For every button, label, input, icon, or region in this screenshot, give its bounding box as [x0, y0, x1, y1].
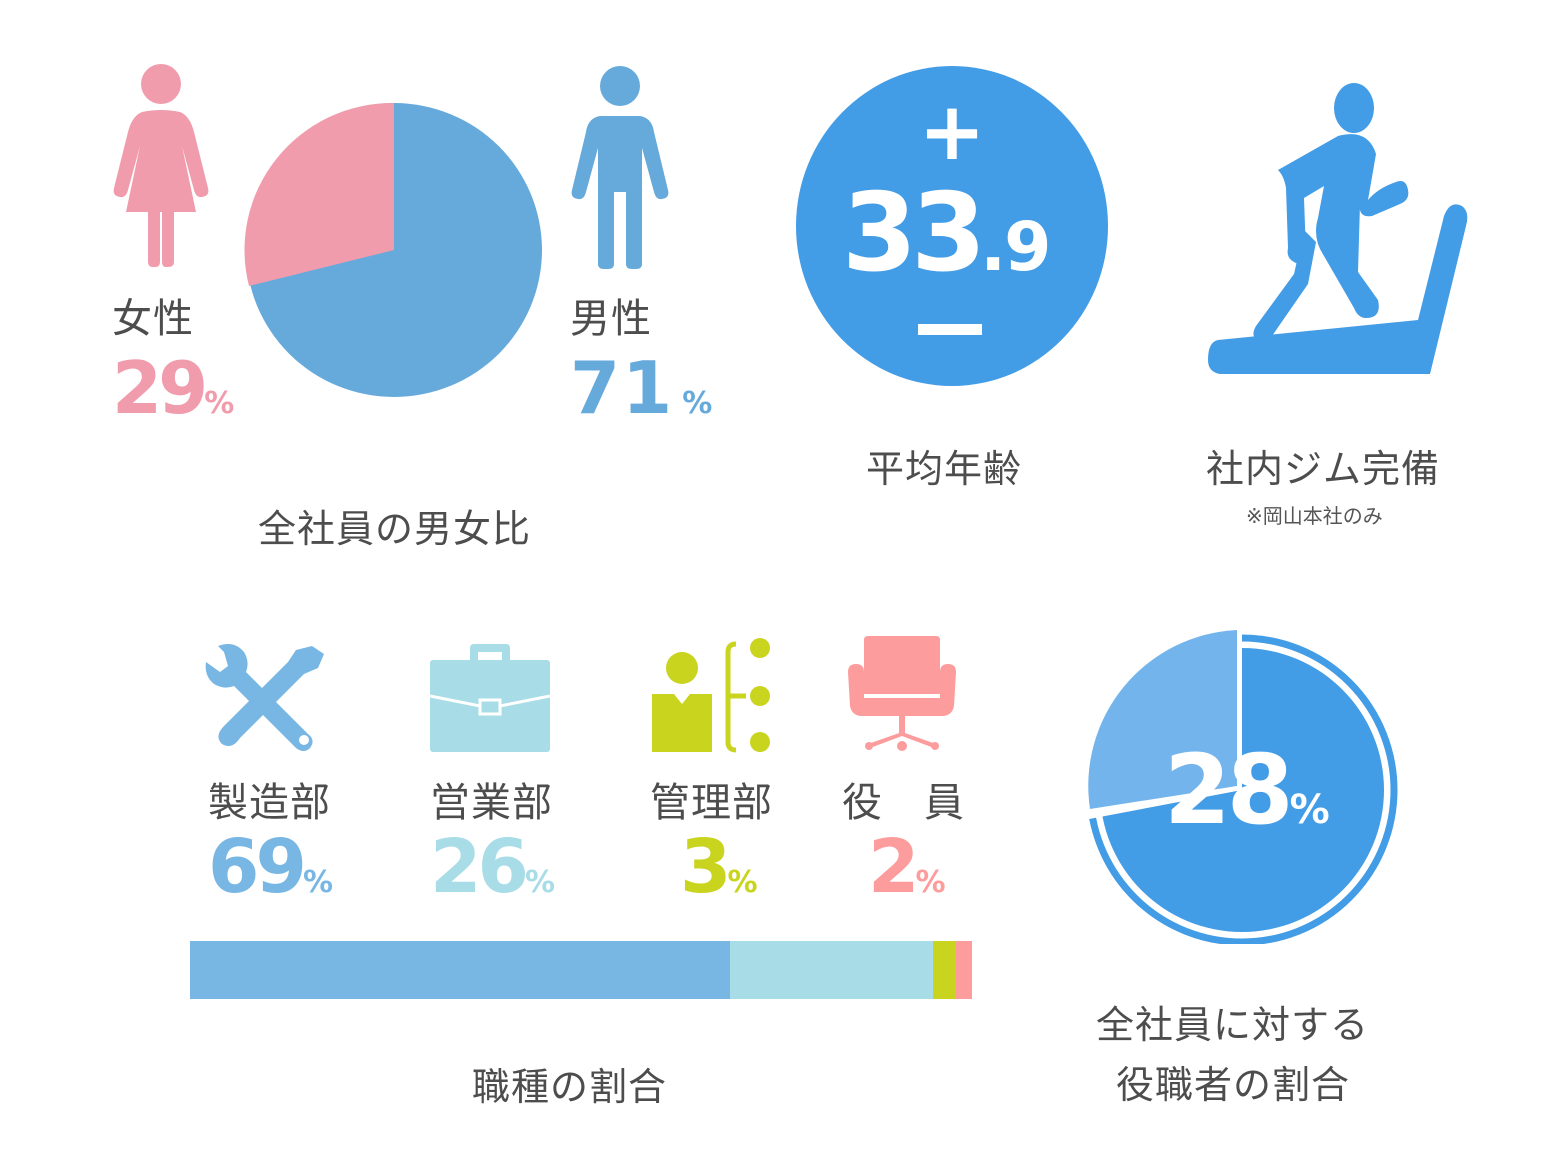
managers-caption-line2: 役職者の割合 [1116, 1063, 1351, 1107]
female-person-icon [112, 62, 210, 268]
male-label: 男性 [570, 296, 652, 342]
gym-note: ※岡山本社のみ [1246, 504, 1383, 528]
age-integer: 33 [842, 171, 986, 296]
managers-caption-line1: 全社員に対する [1096, 1003, 1370, 1047]
male-value: 71 [570, 346, 675, 430]
male-person-icon [570, 64, 670, 270]
bar-segment-administration [932, 941, 957, 999]
percent-sign: % [524, 865, 556, 900]
job-value-administration: 3% [680, 830, 758, 904]
job-label-administration: 管理部 [650, 780, 773, 826]
percent-sign: % [204, 386, 235, 421]
managers-pie-chart: 28% [1080, 624, 1410, 944]
job-value-manufacturing: 69% [208, 830, 333, 904]
age-decimal: .9 [980, 208, 1051, 287]
value: 69 [208, 824, 307, 910]
average-age-badge: + 33.9 [796, 66, 1108, 386]
female-percent: 29% [112, 352, 234, 424]
value: 26 [430, 824, 529, 910]
value: 28 [1164, 734, 1294, 846]
job-label-executives: 役 員 [842, 780, 965, 826]
job-label-manufacturing: 製造部 [208, 780, 331, 826]
male-percent: 71% [570, 352, 712, 424]
gym-caption: 社内ジム完備 [1206, 447, 1441, 491]
job-value-executives: 2% [868, 830, 946, 904]
female-value: 29 [112, 346, 208, 430]
percent-sign: % [915, 865, 946, 900]
job-types-stacked-bar [190, 941, 972, 999]
value: 2 [868, 824, 919, 910]
average-age-caption: 平均年齢 [866, 447, 1023, 491]
bar-segment-executives [956, 941, 972, 999]
percent-sign: % [682, 386, 713, 421]
tools-icon [204, 640, 328, 752]
treadmill-runner-icon [1208, 78, 1473, 378]
gender-pie-chart [244, 100, 544, 400]
average-age-value: 33.9 [842, 180, 1051, 288]
plus-icon: + [918, 85, 986, 178]
gender-ratio-caption: 全社員の男女比 [258, 507, 532, 551]
bar-segment-manufacturing [190, 941, 730, 999]
female-label: 女性 [112, 296, 194, 342]
percent-sign: % [1289, 787, 1330, 833]
managers-percent: 28% [1164, 742, 1330, 838]
bar-segment-sales [729, 941, 933, 999]
value: 3 [680, 824, 731, 910]
job-value-sales: 26% [430, 830, 555, 904]
minus-icon [918, 324, 982, 335]
percent-sign: % [302, 865, 334, 900]
job-label-sales: 営業部 [430, 780, 553, 826]
organization-icon [650, 638, 772, 754]
job-types-caption: 職種の割合 [472, 1065, 668, 1109]
briefcase-icon [430, 644, 550, 752]
office-chair-icon [848, 636, 956, 754]
percent-sign: % [727, 865, 758, 900]
